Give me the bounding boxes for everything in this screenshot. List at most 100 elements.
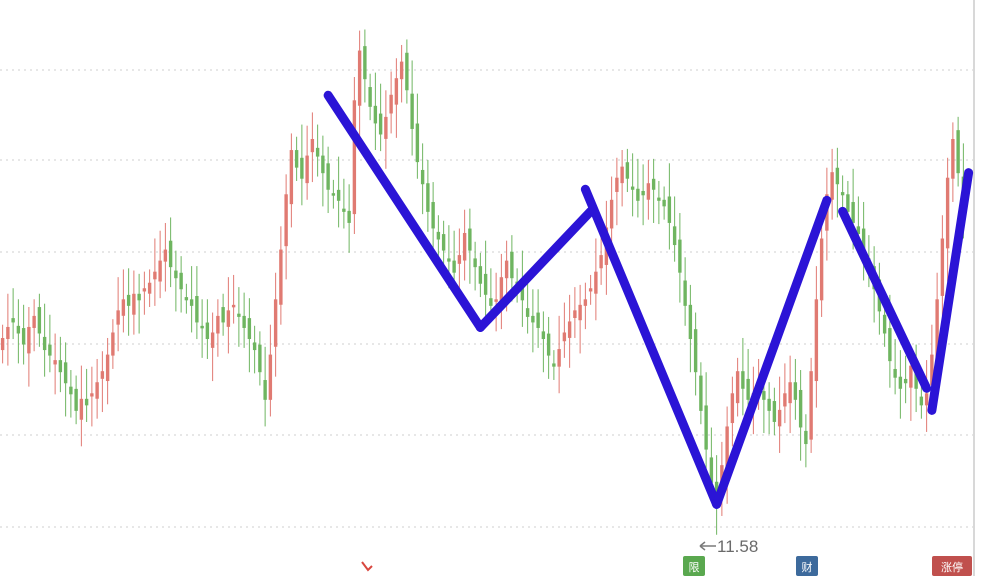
candle [53,333,57,395]
candle [174,250,178,312]
candle [462,209,467,281]
candle-body [242,315,246,328]
candle [741,337,745,416]
candle-body [909,365,913,388]
candle [436,215,441,263]
candle-body [132,293,136,315]
candle-body [504,260,509,279]
candle [399,44,404,103]
candle-body [641,190,645,196]
candle-body [378,113,383,135]
candle-body [105,354,110,382]
candle [683,257,687,326]
candle-body [0,338,5,351]
candle [641,164,645,226]
candle-body [342,208,346,212]
event-marker[interactable]: 财 [796,556,818,576]
candle [300,124,304,206]
candle [168,217,173,288]
candle [6,293,10,366]
candle-body [578,304,582,321]
candle-body [231,304,236,308]
candle-body [21,328,26,345]
candle [69,370,73,418]
candle-body [478,266,483,284]
candle-body [63,362,68,384]
candle-body [84,398,89,406]
candle [294,136,299,181]
candle-body [410,93,414,129]
candle-body [268,354,273,400]
candle [662,186,666,220]
candle-body [331,193,336,196]
candle [573,287,577,338]
candle-body [168,240,173,268]
candle [783,363,787,424]
candle-body [903,378,908,384]
candle [394,58,399,138]
event-marker-text: 财 [802,560,813,574]
candle-body [315,147,320,157]
candle-body [772,401,777,422]
candle [321,135,325,207]
candle-body [273,299,278,347]
candle [578,284,582,354]
candle [483,240,488,322]
candle [326,146,330,214]
candle-body [48,344,52,356]
candle [21,304,26,365]
candle-body [452,260,456,273]
candle-body [205,322,210,340]
candle [625,148,630,193]
candle [473,241,477,291]
candle-body [840,192,845,196]
event-marker-text: 限 [689,561,700,574]
candle [630,153,635,217]
candle-body [510,251,514,279]
candle [247,298,252,373]
candle-body [90,393,94,397]
event-marker[interactable]: 限 [683,556,705,576]
candle-body [704,405,708,450]
candle [90,366,94,427]
candle-body [163,249,168,262]
event-marker-badge [796,556,818,576]
candle [735,357,740,417]
candle-body [525,308,530,317]
candle-body [636,188,640,201]
candle [342,178,346,229]
candle-body [27,326,31,354]
candle [552,350,556,380]
candle-body [426,183,430,212]
candle [268,324,273,417]
event-marker[interactable]: 涨停 [932,556,972,576]
candle-body [956,130,960,174]
candle-body [431,202,435,229]
candle-body [42,336,47,351]
candle-body [552,363,556,367]
trend-line [323,90,485,332]
candle-body [53,360,57,365]
event-marker-text: 涨停 [941,560,963,574]
candle-body [762,391,766,400]
candle-body [37,307,42,334]
candle [525,278,530,334]
candle-body [200,325,204,329]
candle [688,284,693,373]
candle [289,133,294,228]
candle [903,355,908,404]
candle [27,307,31,387]
candle [405,39,409,104]
candle-body [300,157,304,179]
candle [814,266,819,408]
candle-body [945,177,950,249]
candles [0,29,966,535]
candle-body [567,321,572,338]
candle-body [819,238,824,301]
candle-body [783,393,787,407]
candle-body [804,430,808,445]
candle-body [69,386,73,395]
candle-body [399,61,404,80]
candle [195,266,199,340]
